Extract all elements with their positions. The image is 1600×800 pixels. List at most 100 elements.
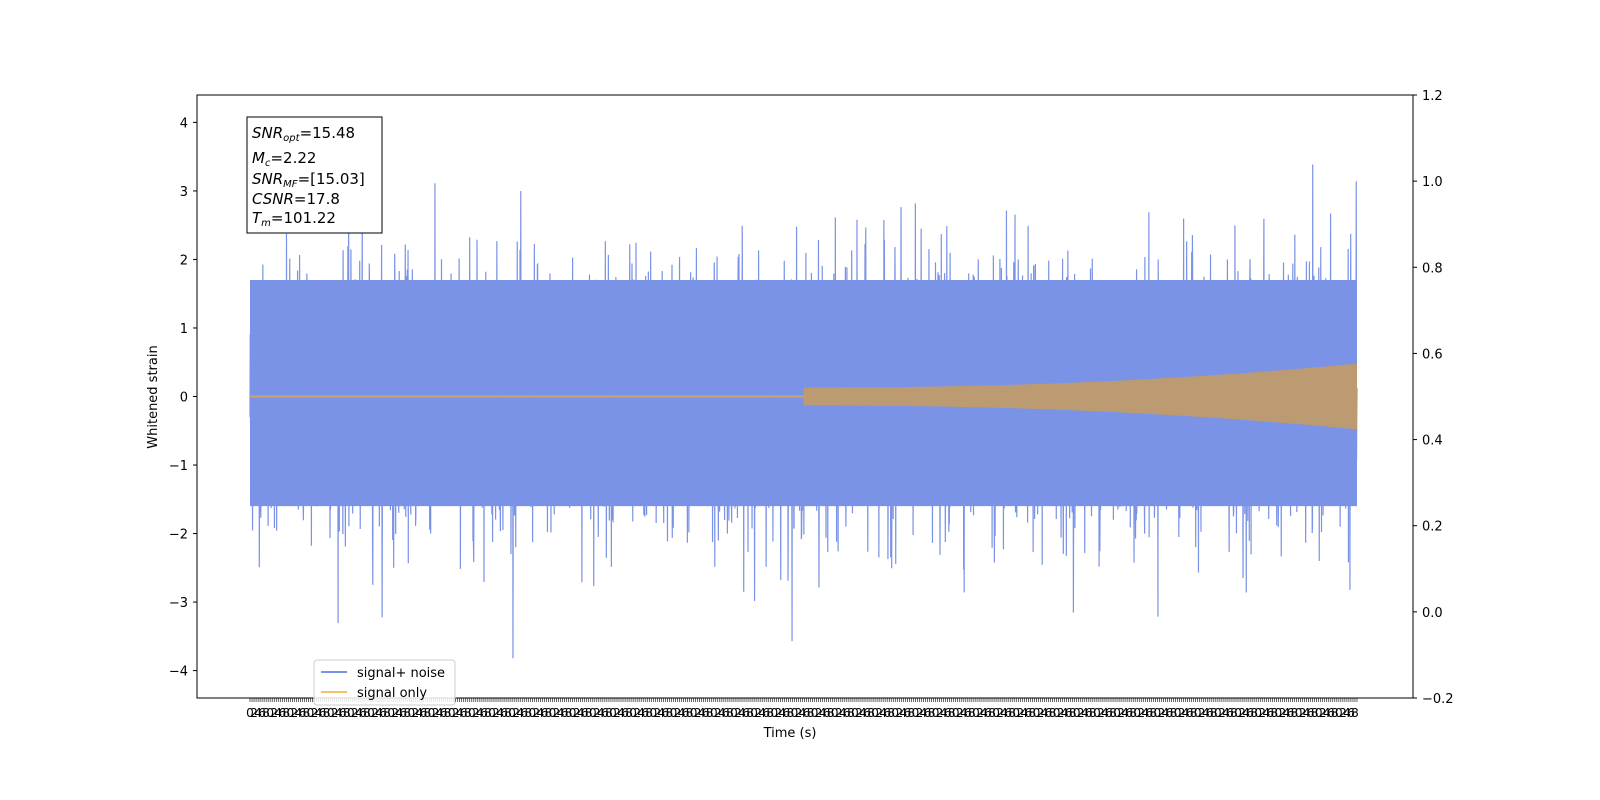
x-tick-label: 8 [363, 706, 371, 720]
x-tick-label: 6 [1226, 706, 1234, 720]
x-tick-label: 6 [1004, 706, 1012, 720]
y-left-tick-label: 4 [180, 116, 188, 131]
y-left-tick-label: 0 [180, 391, 188, 406]
x-tick-label: 0 [992, 706, 1000, 720]
x-tick-label: 2 [1198, 706, 1206, 720]
y-left-tick-label: 2 [180, 253, 188, 268]
x-tick-label: 4 [537, 706, 545, 720]
x-tick-label: 8 [1129, 706, 1137, 720]
x-tick-label: 6 [561, 706, 569, 720]
x-tick-label: 6 [944, 706, 952, 720]
x-tick-label: 8 [1008, 706, 1016, 720]
x-tick-label: 2 [512, 706, 520, 720]
x-tick-label: 4 [1121, 706, 1129, 720]
x-tick-label: 8 [565, 706, 573, 720]
x-tick-label: 2 [1077, 706, 1085, 720]
x-tick-label: 2 [815, 706, 823, 720]
x-tick-label: 2 [533, 706, 541, 720]
x-tick-label: 8 [524, 706, 532, 720]
x-tick-label: 0 [932, 706, 940, 720]
x-tick-label: 8 [1190, 706, 1198, 720]
annotation-csnr: CSNR=17.8 [252, 190, 340, 208]
x-tick-label: 2 [593, 706, 601, 720]
x-tick-label: 2 [976, 706, 984, 720]
x-tick-label: 4 [416, 706, 424, 720]
x-tick-label: 2 [1037, 706, 1045, 720]
x-tick-label: 4 [899, 706, 907, 720]
x-tick-label: 4 [879, 706, 887, 720]
x-tick-label: 6 [1065, 706, 1073, 720]
x-tick-label: 0 [569, 706, 577, 720]
x-tick-label: 0 [246, 706, 254, 720]
y-left-tick-label: −2 [169, 528, 188, 543]
x-tick-label: 8 [484, 706, 492, 720]
x-tick-label: 2 [916, 706, 924, 720]
x-tick-label: 6 [1025, 706, 1033, 720]
x-tick-label: 0 [1033, 706, 1041, 720]
x-tick-label: 4 [557, 706, 565, 720]
x-tick-label: 6 [1085, 706, 1093, 720]
y-axis-right: −0.2 0.0 0.2 0.4 0.6 0.8 1.0 1.2 [1413, 89, 1454, 707]
x-tick-label: 0 [327, 706, 335, 720]
x-tick-label: 6 [1327, 706, 1335, 720]
x-tick-label: 6 [460, 706, 468, 720]
x-tick-label: 2 [311, 706, 319, 720]
x-tick-label: 6 [1125, 706, 1133, 720]
x-tick-label: 0 [730, 706, 738, 720]
x-tick-label: 0 [710, 706, 718, 720]
x-tick-label: 2 [633, 706, 641, 720]
x-tick-label: 8 [887, 706, 895, 720]
x-tick-label: 2 [1158, 706, 1166, 720]
x-tick-label: 0 [1234, 706, 1242, 720]
x-tick-label: 8 [847, 706, 855, 720]
x-tick-label: 2 [573, 706, 581, 720]
x-tick-label: 4 [1041, 706, 1049, 720]
x-tick-label: 2 [331, 706, 339, 720]
x-tick-label: 2 [291, 706, 299, 720]
x-tick-label: 6 [863, 706, 871, 720]
x-tick-label: 4 [1162, 706, 1170, 720]
x-tick-label: 2 [694, 706, 702, 720]
x-tick-label: 8 [1029, 706, 1037, 720]
y-right-tick-label: 0.2 [1422, 520, 1443, 535]
y-left-tick-label: 3 [180, 185, 188, 200]
x-tick-label: 2 [1016, 706, 1024, 720]
x-tick-label: 0 [307, 706, 315, 720]
x-tick-label: 0 [428, 706, 436, 720]
x-tick-label: 4 [274, 706, 282, 720]
x-tick-label: 0 [589, 706, 597, 720]
legend-label-signal-noise: signal+ noise [357, 666, 445, 681]
x-tick-label: 2 [371, 706, 379, 720]
x-tick-label: 4 [960, 706, 968, 720]
x-tick-label: 8 [303, 706, 311, 720]
x-tick-label: 4 [456, 706, 464, 720]
x-tick-label: 2 [774, 706, 782, 720]
x-tick-label: 6 [1287, 706, 1295, 720]
annotation-box: SNRopt=15.48 Mc=2.22 SNRMF=[15.03] CSNR=… [246, 116, 383, 234]
x-tick-label: 0 [1335, 706, 1343, 720]
x-tick-label: 8 [343, 706, 351, 720]
x-tick-label: 0 [468, 706, 476, 720]
x-tick-label: 8 [968, 706, 976, 720]
x-tick-label: 2 [674, 706, 682, 720]
x-tick-label: 8 [706, 706, 714, 720]
y-right-tick-label: 0.0 [1422, 606, 1443, 621]
x-tick-label: 8 [1089, 706, 1097, 720]
y-axis-left: −4 −3 −2 −1 0 1 2 3 4 [169, 116, 197, 680]
x-tick-label: 4 [335, 706, 343, 720]
x-tick-label: 2 [1238, 706, 1246, 720]
x-tick-label: 2 [1117, 706, 1125, 720]
x-tick-label: 4 [254, 706, 262, 720]
x-tick-label: 8 [1210, 706, 1218, 720]
x-tick-label: 0 [549, 706, 557, 720]
x-tick-label: 0 [891, 706, 899, 720]
x-tick-label: 2 [1218, 706, 1226, 720]
x-tick-label: 0 [952, 706, 960, 720]
x-tick-label: 4 [1303, 706, 1311, 720]
x-tick-label: 8 [403, 706, 411, 720]
x-tick-label: 8 [807, 706, 815, 720]
x-tick-label: 0 [750, 706, 758, 720]
x-tick-label: 6 [762, 706, 770, 720]
x-tick-label: 8 [686, 706, 694, 720]
x-tick-label: 4 [395, 706, 403, 720]
